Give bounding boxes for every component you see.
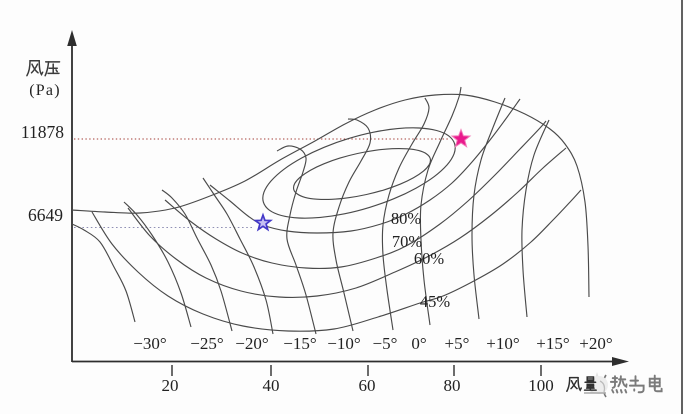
svg-text:60: 60: [359, 376, 376, 395]
svg-text:60%: 60%: [414, 249, 445, 268]
svg-text:20: 20: [162, 376, 179, 395]
svg-text:70%: 70%: [392, 232, 423, 251]
svg-text:80%: 80%: [391, 209, 422, 228]
svg-text:0°: 0°: [411, 334, 426, 353]
svg-text:80: 80: [444, 376, 461, 395]
svg-text:11878: 11878: [21, 122, 64, 142]
svg-text:+20°: +20°: [579, 334, 612, 353]
svg-text:40: 40: [263, 376, 280, 395]
svg-text:+5°: +5°: [445, 334, 470, 353]
svg-text:−5°: −5°: [373, 334, 398, 353]
svg-text:6649: 6649: [28, 205, 63, 225]
svg-text:(Pa): (Pa): [29, 82, 60, 99]
svg-text:−15°: −15°: [283, 334, 316, 353]
svg-text:45%: 45%: [420, 292, 451, 311]
svg-text:−10°: −10°: [327, 334, 360, 353]
svg-text:+15°: +15°: [536, 334, 569, 353]
svg-text:100: 100: [528, 376, 554, 395]
svg-text:−25°: −25°: [190, 334, 223, 353]
svg-text:−30°: −30°: [133, 334, 166, 353]
svg-text:−20°: −20°: [235, 334, 268, 353]
svg-text:+10°: +10°: [486, 334, 519, 353]
